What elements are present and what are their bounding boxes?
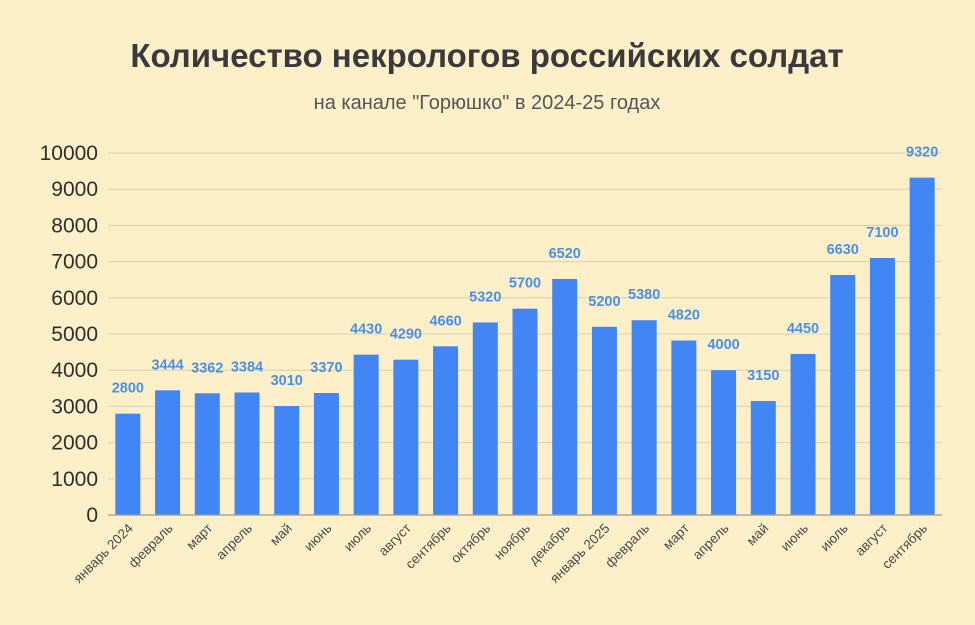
- data-label: 4820: [668, 308, 700, 324]
- data-label: 4660: [429, 313, 461, 329]
- bar: [711, 370, 737, 515]
- x-tick-label: июнь: [301, 521, 334, 554]
- x-tick-label: февраль: [602, 521, 652, 571]
- data-label: 3150: [747, 368, 779, 384]
- bar: [591, 326, 617, 515]
- y-tick-label: 10000: [40, 142, 98, 165]
- bar: [433, 346, 459, 515]
- bar: [869, 257, 895, 515]
- y-tick-label: 8000: [51, 214, 98, 237]
- data-label: 3370: [310, 360, 342, 376]
- bar: [194, 393, 220, 515]
- bars: [115, 177, 935, 515]
- y-axis-ticks: 0 1000 2000 3000 4000 5000 6000 7000 8000 9000 100…: [40, 142, 98, 527]
- x-tick-label: январь 2024: [70, 520, 136, 586]
- x-tick-label: август: [852, 521, 890, 559]
- bar: [631, 320, 657, 515]
- data-label: 5700: [509, 276, 541, 292]
- x-tick-label: апрель: [690, 521, 732, 563]
- x-tick-label: апрель: [213, 521, 255, 563]
- y-tick-label: 7000: [51, 251, 98, 274]
- bar: [393, 359, 419, 515]
- bar: [512, 308, 538, 515]
- bar: [234, 392, 260, 515]
- y-tick-label: 5000: [51, 323, 98, 346]
- data-label: 9320: [906, 145, 938, 161]
- x-tick-label: июль: [817, 521, 850, 554]
- data-label: 3444: [151, 357, 183, 373]
- bar: [353, 354, 379, 515]
- data-label: 5320: [469, 289, 501, 305]
- y-tick-label: 4000: [51, 359, 98, 382]
- data-label: 3362: [191, 360, 223, 376]
- bar: [313, 393, 339, 515]
- x-tick-label: октябрь: [448, 521, 493, 566]
- x-tick-label: март: [660, 521, 692, 553]
- bar: [274, 406, 300, 515]
- y-tick-label: 3000: [51, 395, 98, 418]
- data-label: 6630: [827, 242, 859, 258]
- bar: [671, 340, 697, 515]
- y-tick-label: 2000: [51, 432, 98, 455]
- data-label: 4450: [787, 321, 819, 337]
- bar: [830, 274, 856, 515]
- chart-subtitle: на канале "Горюшко" в 2024-25 годах: [314, 92, 661, 114]
- data-label: 4000: [707, 337, 739, 353]
- data-label: 6520: [549, 246, 581, 262]
- bar: [790, 353, 816, 515]
- data-label: 7100: [866, 225, 898, 241]
- x-tick-label: июнь: [778, 521, 811, 554]
- chart-title: Количество некрологов российских солдат: [130, 37, 843, 74]
- x-tick-label: май: [267, 521, 295, 549]
- data-label: 2800: [112, 381, 144, 397]
- data-label: 4430: [350, 322, 382, 338]
- x-tick-label: март: [183, 521, 215, 553]
- y-tick-label: 6000: [51, 287, 98, 310]
- data-labels: 2800 3444 3362 3384 3010 3370 4430 4290 4660 5320…: [112, 145, 939, 397]
- x-tick-label: август: [376, 521, 414, 559]
- bar: [909, 177, 935, 515]
- y-tick-label: 1000: [51, 468, 98, 491]
- data-label: 5200: [588, 294, 620, 310]
- data-label: 5380: [628, 287, 660, 303]
- bar: [115, 413, 141, 515]
- x-tick-label: май: [744, 521, 772, 549]
- bar: [750, 400, 776, 515]
- data-label: 4290: [390, 327, 422, 343]
- bar: [155, 390, 181, 515]
- x-tick-label: февраль: [126, 521, 176, 571]
- data-label: 3384: [231, 359, 263, 375]
- y-tick-label: 9000: [51, 178, 98, 201]
- y-tick-label: 0: [86, 504, 98, 527]
- bar: [552, 278, 578, 515]
- x-tick-label: июль: [341, 521, 374, 554]
- data-label: 3010: [271, 373, 303, 389]
- bar: [472, 322, 498, 515]
